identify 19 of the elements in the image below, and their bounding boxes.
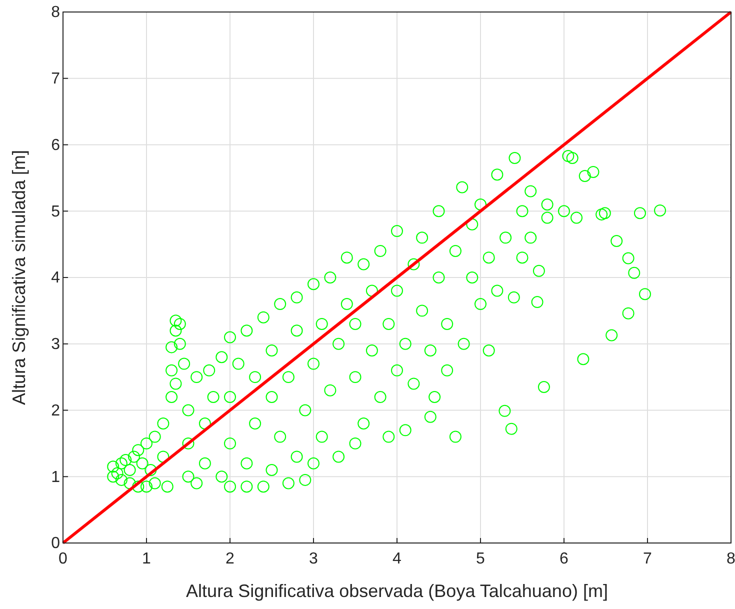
- x-tick-label: 1: [142, 550, 152, 568]
- y-tick-label: 0: [51, 535, 60, 552]
- y-tick-label: 8: [51, 4, 60, 22]
- x-tick-label: 5: [476, 550, 486, 568]
- x-axis-title: Altura Significativa observada (Boya Talcahuano) [m]: [186, 581, 608, 601]
- y-tick-label: 3: [51, 336, 60, 353]
- y-tick-label: 2: [51, 402, 60, 420]
- x-tick-label: 7: [643, 550, 652, 568]
- x-tick-label: 4: [392, 550, 402, 568]
- x-tick-label: 8: [726, 550, 735, 568]
- y-tick-label: 4: [51, 270, 60, 287]
- x-tick-label: 2: [226, 550, 235, 568]
- y-tick-label: 7: [51, 70, 60, 88]
- y-axis-title: Altura Significativa simulada [m]: [9, 150, 29, 406]
- x-tick-label: 3: [309, 550, 318, 568]
- y-tick-label: 6: [51, 136, 60, 154]
- x-tick-label: 6: [560, 550, 569, 568]
- y-tick-label: 5: [51, 203, 60, 220]
- y-tick-label: 1: [51, 468, 60, 486]
